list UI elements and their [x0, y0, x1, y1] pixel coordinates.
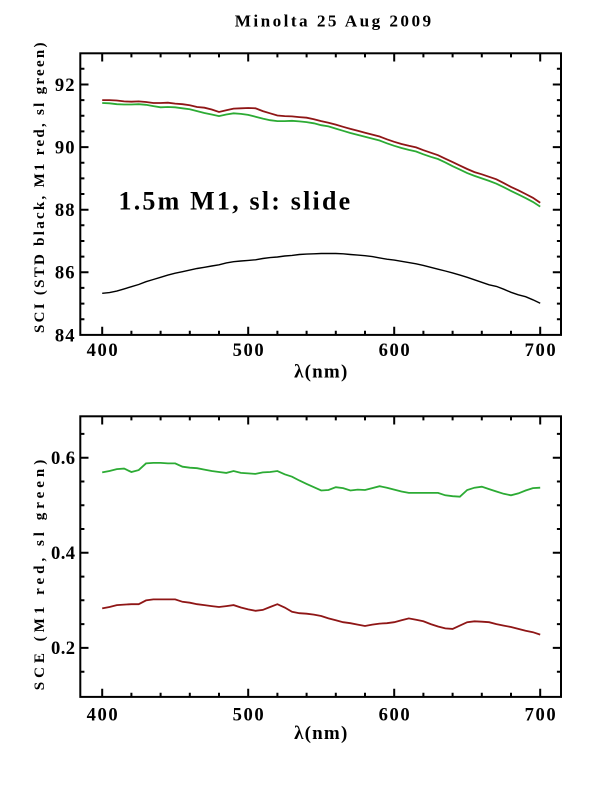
svg-text:λ(nm): λ(nm): [294, 361, 348, 382]
svg-text:88: 88: [55, 200, 76, 221]
svg-text:700: 700: [525, 340, 558, 361]
svg-text:0.2: 0.2: [51, 638, 75, 659]
svg-text:500: 500: [233, 340, 266, 361]
svg-text:90: 90: [55, 138, 76, 159]
svg-text:600: 600: [379, 340, 412, 361]
svg-text:Minolta 25 Aug 2009: Minolta 25 Aug 2009: [235, 12, 434, 31]
svg-text:86: 86: [55, 263, 76, 284]
svg-text:1.5m M1, sl: slide: 1.5m M1, sl: slide: [119, 187, 353, 216]
svg-text:84: 84: [55, 325, 76, 346]
svg-text:SCI (STD black, M1 red, sl gre: SCI (STD black, M1 red, sl green): [32, 40, 48, 333]
svg-text:700: 700: [525, 705, 558, 726]
svg-text:λ(nm): λ(nm): [294, 723, 348, 744]
svg-text:SCE (M1 red, sl green): SCE (M1 red, sl green): [32, 456, 48, 691]
svg-text:92: 92: [55, 75, 76, 96]
svg-text:500: 500: [233, 705, 266, 726]
svg-text:400: 400: [87, 705, 120, 726]
svg-text:400: 400: [87, 340, 120, 361]
svg-text:0.6: 0.6: [51, 448, 75, 469]
svg-text:0.4: 0.4: [51, 543, 75, 564]
svg-text:600: 600: [379, 705, 412, 726]
